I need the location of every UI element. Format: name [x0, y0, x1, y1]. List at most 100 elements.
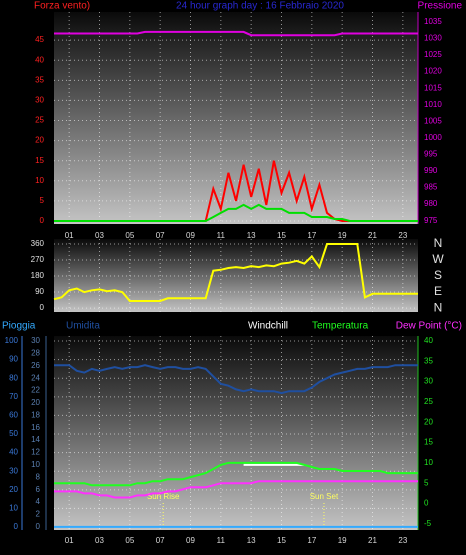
legend-entry: Windchill	[248, 321, 288, 332]
y-tick-label: 30	[9, 466, 18, 475]
y-tick-label: 30	[35, 96, 44, 105]
y2-tick-label: 1015	[424, 83, 442, 92]
y2-tick-label: -5	[424, 519, 432, 528]
y-tick-label: 20	[35, 136, 44, 145]
plot-background	[54, 336, 418, 530]
x-tick-label: 05	[125, 231, 134, 240]
y2-tick-label: 990	[424, 166, 438, 175]
legend-entry: Umidita	[66, 321, 100, 332]
plot-background	[54, 12, 418, 224]
y2-tick-label: 15	[424, 438, 433, 447]
y2-tick-label: E	[434, 284, 442, 298]
y2-tick-label: S	[434, 268, 442, 282]
x-tick-label: 11	[217, 536, 226, 545]
series-line	[53, 243, 418, 302]
y-tick-label: 100	[5, 336, 19, 345]
plot-background	[54, 239, 418, 312]
y3-tick-label: 24	[31, 373, 40, 382]
y3-tick-label: 8	[36, 472, 41, 481]
y3-tick-label: 22	[31, 386, 40, 395]
y-tick-label: 70	[9, 392, 18, 401]
series-line	[54, 364, 418, 395]
chart-title: 24 hour graph day : 16 Febbraio 2020	[176, 1, 344, 12]
y3-tick-label: 20	[31, 398, 40, 407]
y2-tick-label: 995	[424, 150, 438, 159]
x-tick-label: 07	[156, 536, 165, 545]
annotation: Sun Set	[310, 492, 339, 501]
y-tick-label: 90	[9, 355, 18, 364]
y3-tick-label: 4	[36, 497, 41, 506]
legend-entry: Pioggia	[2, 321, 36, 332]
y2-tick-label: 25	[424, 397, 433, 406]
x-tick-label: 23	[398, 231, 407, 240]
legend-entry: Dew Point (°C)	[396, 321, 462, 332]
x-tick-label: 17	[307, 231, 316, 240]
y3-tick-label: 18	[31, 410, 40, 419]
y-tick-label: 10	[35, 176, 44, 185]
y-tick-label: 360	[31, 239, 45, 248]
y2-tick-label: 1020	[424, 67, 442, 76]
series-line	[54, 203, 418, 222]
y2-tick-label: 1035	[424, 17, 442, 26]
y-tick-label: 0	[40, 303, 45, 312]
x-tick-label: 23	[398, 536, 407, 545]
x-tick-label: 07	[156, 231, 165, 240]
y2-tick-label: N	[434, 300, 443, 314]
y3-tick-label: 2	[36, 510, 41, 519]
y-tick-label: 90	[35, 287, 44, 296]
x-tick-label: 13	[247, 231, 256, 240]
x-tick-label: 03	[95, 536, 104, 545]
y-tick-label: 0	[14, 522, 19, 531]
y2-tick-label: 1025	[424, 50, 442, 59]
y3-tick-label: 10	[31, 460, 40, 469]
y2-axis-label: Pressione	[418, 1, 463, 12]
x-tick-label: 15	[277, 536, 286, 545]
y3-tick-label: 12	[31, 448, 40, 457]
x-tick-label: 19	[338, 231, 347, 240]
y-tick-label: 40	[35, 55, 44, 64]
x-tick-label: 09	[186, 536, 195, 545]
y-tick-label: 270	[31, 255, 45, 264]
y-tick-label: 20	[9, 485, 18, 494]
y-tick-label: 5	[40, 196, 45, 205]
y2-tick-label: 985	[424, 183, 438, 192]
y3-tick-label: 30	[31, 336, 40, 345]
y-tick-label: 15	[35, 156, 44, 165]
y2-tick-label: 1010	[424, 100, 442, 109]
x-tick-label: 09	[186, 231, 195, 240]
x-tick-label: 11	[217, 231, 226, 240]
y3-tick-label: 6	[36, 485, 41, 494]
y-tick-label: 50	[9, 429, 18, 438]
y2-tick-label: 1005	[424, 116, 442, 125]
y-tick-label: 60	[9, 411, 18, 420]
legend-entry: Temperatura	[312, 321, 369, 332]
y2-tick-label: W	[432, 252, 444, 266]
y2-tick-label: 40	[424, 336, 433, 345]
y2-tick-label: 20	[424, 417, 433, 426]
x-tick-label: 01	[65, 231, 74, 240]
y-tick-label: 35	[35, 75, 44, 84]
x-tick-label: 21	[368, 231, 377, 240]
y2-tick-label: 10	[424, 458, 433, 467]
y2-tick-label: 980	[424, 199, 438, 208]
y3-tick-label: 26	[31, 361, 40, 370]
y2-tick-label: N	[434, 236, 443, 250]
y2-tick-label: 30	[424, 377, 433, 386]
y-tick-label: 10	[9, 504, 18, 513]
y2-tick-label: 35	[424, 356, 433, 365]
series-line	[54, 480, 418, 499]
x-tick-label: 05	[125, 536, 134, 545]
y3-tick-label: 28	[31, 348, 40, 357]
x-tick-label: 21	[368, 536, 377, 545]
y-tick-label: 180	[31, 271, 45, 280]
y-axis-label: Forza vento)	[34, 1, 90, 12]
y3-tick-label: 16	[31, 423, 40, 432]
y3-tick-label: 0	[36, 522, 41, 531]
y2-tick-label: 975	[424, 216, 438, 225]
y2-tick-label: 1000	[424, 133, 442, 142]
x-tick-label: 19	[338, 536, 347, 545]
annotation: Sun Rise	[147, 492, 180, 501]
series-line	[54, 461, 418, 487]
y2-tick-label: 1030	[424, 34, 442, 43]
x-tick-label: 17	[307, 536, 316, 545]
